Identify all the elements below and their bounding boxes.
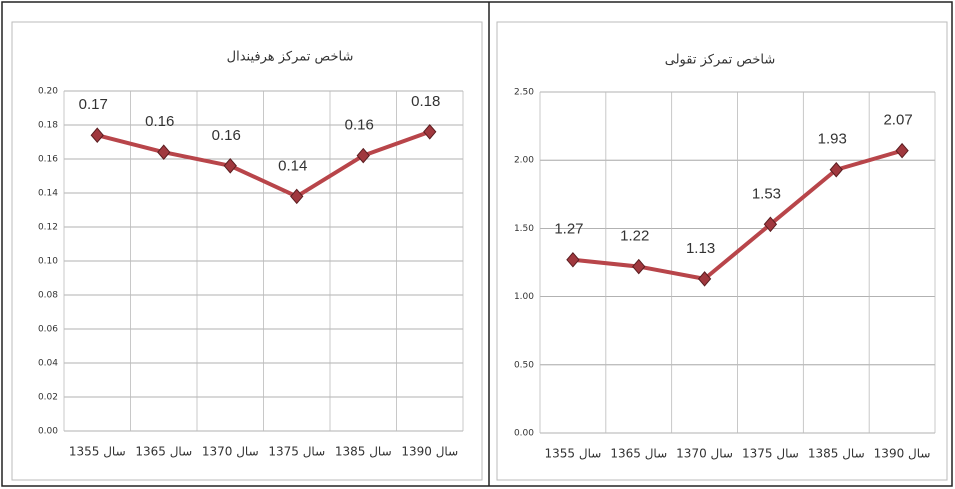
x-tick-label: سال 1375 bbox=[742, 447, 799, 461]
y-tick-label: 0.06 bbox=[38, 325, 58, 335]
marker bbox=[697, 271, 712, 287]
x-tick-label: سال 1370 bbox=[202, 445, 259, 459]
y-tick-label: 0.50 bbox=[514, 360, 534, 370]
x-tick-label: سال 1365 bbox=[135, 445, 192, 459]
marker bbox=[423, 124, 437, 140]
y-tick-label: 2.50 bbox=[514, 88, 534, 98]
data-label: 1.27 bbox=[554, 221, 583, 238]
line bbox=[572, 148, 903, 281]
data-label: 0.17 bbox=[79, 96, 108, 113]
y-tick-label: 2.00 bbox=[514, 156, 534, 166]
marker bbox=[290, 188, 304, 205]
y-tick-label: 0.00 bbox=[514, 429, 534, 439]
y-tick-label: 1.50 bbox=[514, 224, 534, 234]
y-tick-label: 0.02 bbox=[38, 393, 58, 403]
y-tick-label: 0.20 bbox=[38, 87, 58, 97]
data-label: 0.14 bbox=[278, 157, 307, 174]
y-tick-label: 0.16 bbox=[38, 155, 58, 165]
marker bbox=[223, 158, 237, 174]
x-tick-label: سال 1370 bbox=[676, 447, 733, 461]
marker bbox=[829, 161, 843, 178]
chart-frame bbox=[11, 21, 483, 481]
x-tick-label: سال 1385 bbox=[808, 447, 865, 461]
chart-title: شاخص تمرکز تقولی bbox=[665, 53, 775, 68]
marker bbox=[90, 127, 104, 143]
data-label: 0.16 bbox=[145, 113, 174, 130]
y-tick-label: 1.00 bbox=[514, 292, 534, 302]
x-tick-label: سال 1385 bbox=[335, 445, 392, 459]
marker bbox=[566, 252, 580, 268]
data-label: 1.22 bbox=[620, 228, 649, 245]
marker bbox=[356, 147, 370, 164]
x-tick-label: سال 1375 bbox=[268, 445, 325, 459]
y-tick-label: 0.08 bbox=[38, 291, 58, 301]
x-tick-label: سال 1390 bbox=[874, 447, 931, 461]
y-tick-label: 0.12 bbox=[38, 223, 58, 233]
marker bbox=[763, 216, 778, 233]
line bbox=[96, 129, 431, 199]
x-tick-label: سال 1355 bbox=[69, 445, 126, 459]
y-tick-label: 0.00 bbox=[38, 427, 58, 437]
y-tick-label: 0.14 bbox=[38, 189, 58, 199]
data-label: 1.93 bbox=[818, 131, 847, 148]
x-tick-label: سال 1390 bbox=[401, 445, 458, 459]
marker bbox=[632, 258, 646, 275]
chart-title: شاخص تمرکز هرفیندال bbox=[227, 50, 354, 65]
data-label: 0.16 bbox=[212, 127, 241, 144]
y-tick-label: 0.04 bbox=[38, 359, 58, 369]
data-label: 0.16 bbox=[345, 117, 374, 134]
x-tick-label: سال 1365 bbox=[610, 447, 667, 461]
marker bbox=[895, 142, 909, 159]
data-label: 0.18 bbox=[411, 93, 440, 110]
marker bbox=[157, 144, 171, 160]
data-label: 2.07 bbox=[883, 112, 912, 129]
x-tick-label: سال 1355 bbox=[545, 447, 602, 461]
y-tick-label: 0.10 bbox=[38, 257, 58, 267]
data-label: 1.13 bbox=[686, 240, 715, 257]
data-label: 1.53 bbox=[752, 185, 781, 202]
y-tick-label: 0.18 bbox=[38, 121, 58, 131]
chart-frame bbox=[496, 21, 948, 481]
